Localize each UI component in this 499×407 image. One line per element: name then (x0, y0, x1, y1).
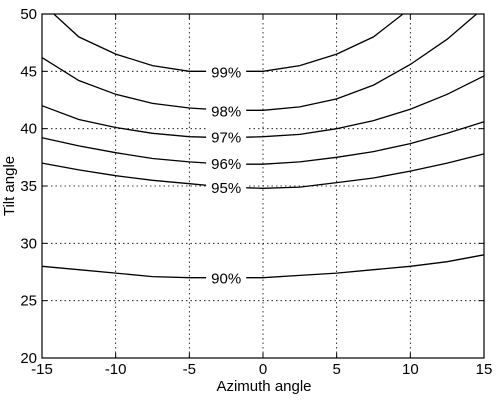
x-tick-label: -5 (183, 361, 196, 378)
contour-label-bg (206, 154, 247, 172)
y-tick-label: 45 (20, 63, 37, 80)
contour-line (41, 13, 478, 111)
x-tick-label: 5 (332, 361, 340, 378)
contour-label: 97% (211, 130, 241, 147)
x-tick-label: -15 (31, 361, 53, 378)
contour-label: 98% (211, 103, 241, 120)
contour-label: 95% (211, 180, 241, 197)
y-tick-label: 40 (20, 121, 37, 138)
x-tick-label: -10 (105, 361, 127, 378)
x-tick-label: 15 (476, 361, 493, 378)
x-tick-label: 0 (259, 361, 267, 378)
contour-lines (41, 13, 485, 279)
contour-label: 90% (211, 271, 241, 288)
y-tick-label: 35 (20, 178, 37, 195)
contour-label: 99% (211, 64, 241, 81)
contour-label-bg (206, 268, 247, 286)
contour-line (41, 121, 485, 165)
contour-line (41, 75, 485, 139)
y-tick-label: 30 (20, 235, 37, 252)
x-axis-label: Azimuth angle (216, 378, 311, 395)
y-tick-label: 25 (20, 293, 37, 310)
y-tick-label: 50 (20, 6, 37, 23)
x-tick-label: 10 (402, 361, 419, 378)
y-tick-label: 20 (20, 350, 37, 367)
contour-line (41, 254, 485, 279)
contour-line (41, 153, 485, 189)
contour-label-bg (206, 101, 247, 119)
contour-label-bg (206, 127, 247, 145)
contour-labels: 99% 98% 97% 96% 95% 90% (206, 62, 247, 288)
grid-lines (42, 14, 484, 358)
contour-label-bg (206, 62, 247, 80)
y-axis-label: Tilt angle (1, 156, 18, 216)
axis-ticks: -15 -10 -5 0 5 10 15 20 25 30 35 40 45 50 (20, 6, 492, 378)
contour-label-bg (206, 178, 247, 196)
contour-label: 96% (211, 156, 241, 173)
